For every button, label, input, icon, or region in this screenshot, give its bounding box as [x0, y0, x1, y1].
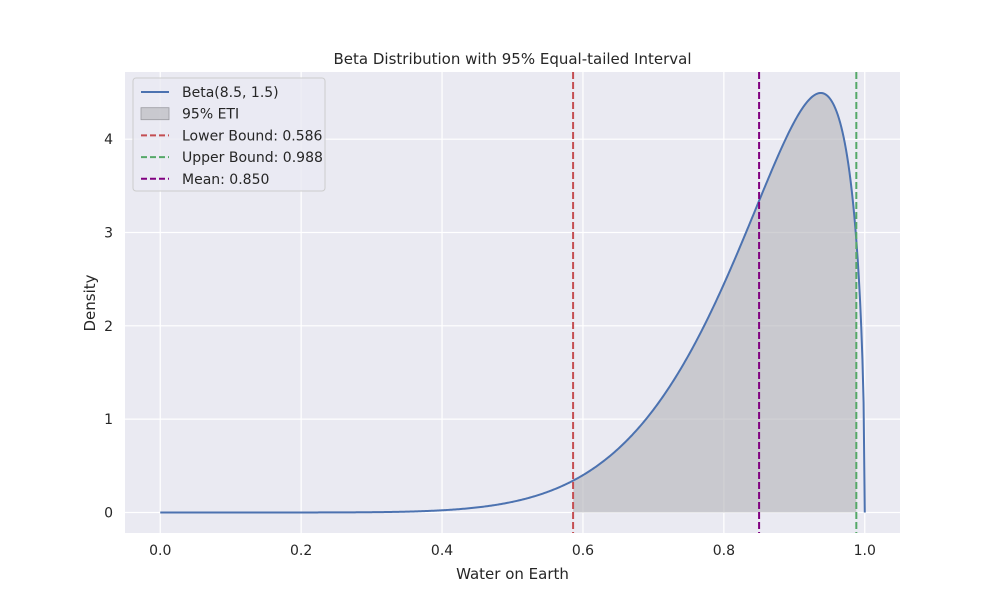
y-tick-label: 1: [104, 412, 113, 428]
vlines-group: [572, 72, 858, 533]
x-tick-labels: 0.0 0.2 0.4 0.6 0.8 1.0: [149, 543, 876, 559]
x-tick-label: 0.8: [713, 543, 735, 559]
x-tick-label: 0.0: [149, 543, 171, 559]
x-tick-label: 0.4: [431, 543, 453, 559]
y-tick-label: 3: [104, 226, 113, 242]
legend-entry-lower: Lower Bound: 0.586: [182, 128, 323, 144]
eti-area-group: [573, 92, 857, 513]
x-tick-label: 1.0: [854, 543, 876, 559]
y-tick-label: 0: [104, 505, 113, 521]
legend-entry-mean: Mean: 0.850: [182, 172, 269, 188]
legend-entry-upper: Upper Bound: 0.988: [182, 150, 323, 166]
y-axis-label: Density: [81, 274, 99, 331]
x-tick-label: 0.6: [572, 543, 594, 559]
y-tick-label: 2: [104, 319, 113, 335]
legend-entry-eti: 95% ETI: [182, 107, 239, 123]
legend-frame: [132, 77, 326, 192]
y-tick-labels: 0 1 2 3 4: [104, 132, 113, 521]
legend: Beta(8.5, 1.5) 95% ETI Lower Bound: 0.586 U…: [132, 77, 326, 192]
y-tick-label: 4: [104, 132, 113, 148]
x-axis-label: Water on Earth: [456, 565, 569, 583]
x-tick-label: 0.2: [290, 543, 312, 559]
curve-group: [160, 91, 866, 514]
legend-swatch-area: [140, 107, 170, 121]
density-curve: [160, 91, 866, 514]
eti-area: [573, 92, 857, 513]
legend-entry-curve: Beta(8.5, 1.5): [182, 85, 279, 101]
chart-title: Beta Distribution with 95% Equal-tailed …: [334, 50, 692, 68]
